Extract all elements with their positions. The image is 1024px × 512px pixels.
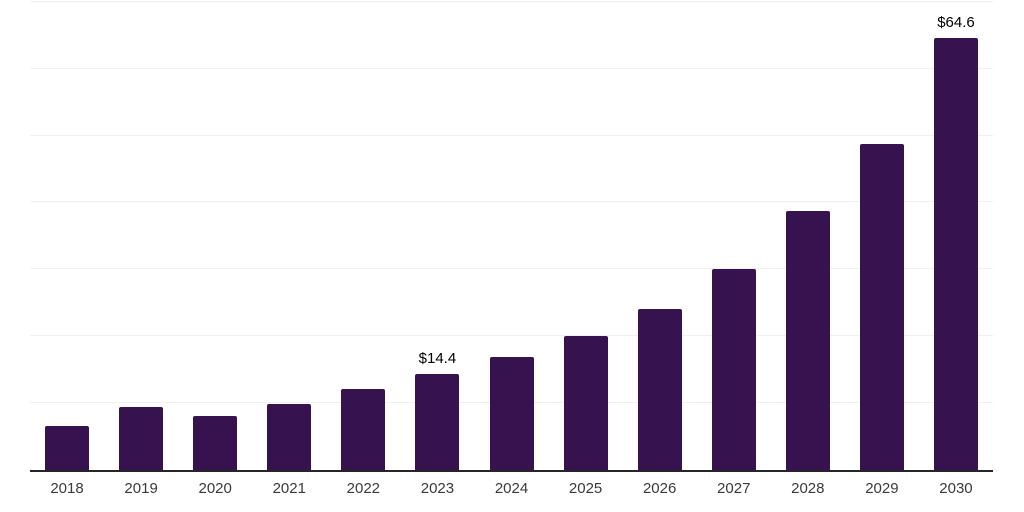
bar-column-2021 xyxy=(252,0,326,470)
bar-2028 xyxy=(785,211,830,470)
bar-2029 xyxy=(859,144,904,470)
x-tick-2021: 2021 xyxy=(272,480,306,497)
x-tick-2025: 2025 xyxy=(568,480,603,497)
bar-2030 xyxy=(933,37,978,470)
x-tick-2023: 2023 xyxy=(420,480,455,497)
bar-column-2029 xyxy=(845,0,919,470)
x-tick-2020: 2020 xyxy=(198,480,232,497)
bar-2024 xyxy=(489,356,534,470)
bar-column-2030: $64.6 xyxy=(919,0,993,470)
bar-column-2024 xyxy=(474,0,548,470)
data-label-2030: $64.6 xyxy=(937,13,975,31)
bar-2021 xyxy=(267,403,312,470)
x-tick-2030: 2030 xyxy=(939,480,973,497)
bar-column-2027 xyxy=(697,0,771,470)
x-tick-2029: 2029 xyxy=(865,480,899,497)
x-tick-2027: 2027 xyxy=(717,480,751,497)
data-label-2023: $14.4 xyxy=(418,349,457,367)
bar-column-2026 xyxy=(623,0,697,470)
bar-2025 xyxy=(563,335,608,470)
bar-2026 xyxy=(637,309,682,470)
bar-2022 xyxy=(341,389,386,470)
bar-column-2019 xyxy=(104,0,178,470)
bar-column-2018 xyxy=(30,0,104,470)
x-tick-2024: 2024 xyxy=(494,480,529,497)
bar-column-2022 xyxy=(326,0,400,470)
bar-column-2028 xyxy=(771,0,845,470)
x-tick-2028: 2028 xyxy=(791,480,825,497)
x-tick-2026: 2026 xyxy=(642,480,677,497)
x-tick-2022: 2022 xyxy=(346,480,381,497)
x-tick-2018: 2018 xyxy=(50,480,84,497)
bar-2023 xyxy=(415,373,460,470)
bar-2020 xyxy=(193,415,238,470)
plot-area: $14.4 $64.6 xyxy=(30,0,993,472)
bar-2019 xyxy=(119,407,164,470)
bar-2018 xyxy=(45,425,90,470)
bar-column-2020 xyxy=(178,0,252,470)
bar-column-2023: $14.4 xyxy=(400,0,474,470)
x-axis-labels: 2018 2019 2020 2021 2022 2023 2024 2025 2026 2027… xyxy=(30,480,993,497)
x-tick-2019: 2019 xyxy=(124,480,158,497)
bar-2027 xyxy=(711,268,756,470)
bar-column-2025 xyxy=(549,0,623,470)
